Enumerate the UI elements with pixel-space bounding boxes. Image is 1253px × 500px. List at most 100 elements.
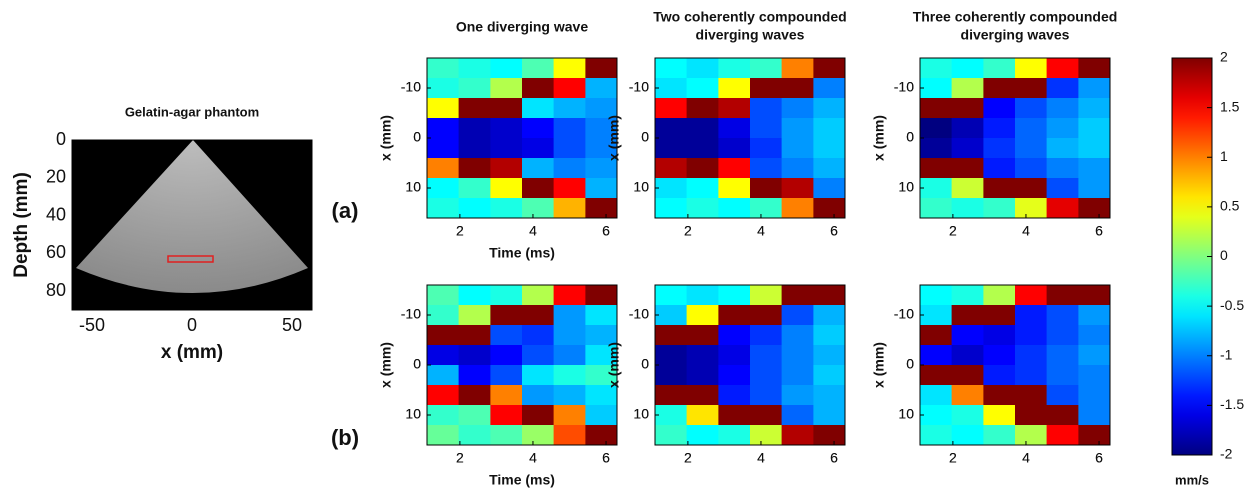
- colorbar-tick-label: -2: [1220, 446, 1233, 462]
- heatmap-cell: [490, 178, 523, 199]
- x-axis-label: Time (ms): [489, 245, 555, 261]
- heatmap-cell: [427, 405, 460, 426]
- x-tick-label: 6: [830, 223, 838, 239]
- heatmap-cell: [522, 365, 555, 386]
- axes-frame: [919, 284, 1111, 446]
- y-tick-label: 0: [641, 129, 649, 145]
- heatmap-cell: [718, 178, 751, 199]
- heatmap-cell: [813, 198, 846, 219]
- heatmap-cell: [585, 158, 618, 179]
- y-tick-label: 10: [633, 406, 649, 422]
- x-tick-label: 2: [949, 450, 957, 466]
- heatmap-cell: [427, 285, 460, 306]
- heatmap-cell: [1046, 178, 1079, 199]
- heatmap-cell: [522, 198, 555, 219]
- heatmap-cell: [553, 405, 586, 426]
- heatmap-cell: [920, 178, 953, 199]
- heatmap-cell: [522, 285, 555, 306]
- heatmap-cell: [1046, 158, 1079, 179]
- heatmap-cell: [750, 405, 783, 426]
- heatmap-cell: [553, 138, 586, 159]
- x-tick-label: 2: [949, 450, 957, 466]
- heatmap-cell: [983, 385, 1016, 406]
- heatmap-cell: [553, 345, 586, 366]
- heatmap-cell: [553, 425, 586, 446]
- heatmap-cell: [522, 178, 555, 199]
- y-tick-label: 0: [413, 129, 421, 145]
- heatmap-cell: [686, 98, 719, 119]
- heatmap-cell: [585, 118, 618, 139]
- x-tick-label: 4: [1022, 223, 1030, 239]
- heatmap-cell: [1046, 325, 1079, 346]
- heatmap-cell: [983, 405, 1016, 426]
- heatmap-cell: [553, 98, 586, 119]
- heatmap-cell: [458, 425, 491, 446]
- heatmap-cell: [1015, 58, 1048, 79]
- heatmap-cell: [951, 178, 984, 199]
- axes-frame: [654, 57, 846, 219]
- heatmap-cell: [750, 325, 783, 346]
- heatmap-cell: [427, 345, 460, 366]
- y-tick-label: 10: [633, 406, 649, 422]
- heatmap-cell: [750, 285, 783, 306]
- heatmap-cell: [951, 118, 984, 139]
- heatmap-cell: [585, 345, 618, 366]
- heatmap-cell: [427, 98, 460, 119]
- heatmap-cell: [490, 365, 523, 386]
- heatmap-cell: [522, 405, 555, 426]
- heatmap-cell: [983, 345, 1016, 366]
- y-tick-label: 40: [46, 204, 66, 224]
- heatmap-cell: [1046, 138, 1079, 159]
- heatmap-cell: [1015, 178, 1048, 199]
- heatmap-cell: [458, 118, 491, 139]
- x-tick-label: 2: [456, 450, 464, 466]
- heatmap-cell: [983, 78, 1016, 99]
- x-tick-label: 2: [456, 450, 464, 466]
- heatmap-cell: [718, 158, 751, 179]
- heatmap-cell: [490, 58, 523, 79]
- heatmap-cell: [781, 425, 814, 446]
- y-tick-label: 0: [413, 356, 421, 372]
- heatmap-cell: [920, 425, 953, 446]
- heatmap-cell: [781, 138, 814, 159]
- heatmap-cell: [458, 158, 491, 179]
- y-axis-label: x (mm): [871, 115, 887, 161]
- x-tick-label: 4: [757, 450, 765, 466]
- heatmap-cell: [553, 158, 586, 179]
- heatmap-cell: [1015, 385, 1048, 406]
- heatmap-cell: [1015, 405, 1048, 426]
- heatmap-cell: [1078, 305, 1111, 326]
- y-tick-label: 0: [641, 356, 649, 372]
- heatmap-cell: [585, 365, 618, 386]
- heatmap-cell: [920, 385, 953, 406]
- heatmap-cell: [522, 325, 555, 346]
- heatmap-cell: [585, 198, 618, 219]
- heatmap-cell: [458, 405, 491, 426]
- y-tick-label: 10: [633, 179, 649, 195]
- heatmap-cell: [750, 158, 783, 179]
- heatmap-cell: [1078, 98, 1111, 119]
- heatmap-cell: [1078, 78, 1111, 99]
- heatmap-cell: [813, 178, 846, 199]
- roi-box: [167, 255, 214, 263]
- heatmap-cell: [718, 325, 751, 346]
- heatmap-cell: [813, 158, 846, 179]
- x-tick-label: -50: [79, 315, 105, 335]
- heatmap-cell: [1078, 138, 1111, 159]
- heatmap-cell: [1015, 285, 1048, 306]
- heatmap-cell: [686, 285, 719, 306]
- colorbar: [1171, 57, 1213, 456]
- x-tick-label: 4: [529, 450, 537, 466]
- heatmap-cell: [920, 325, 953, 346]
- heatmap-cell: [686, 305, 719, 326]
- heatmap-cell: [427, 178, 460, 199]
- heatmap-cell: [750, 118, 783, 139]
- heatmap-cell: [920, 58, 953, 79]
- heatmap-cell: [1078, 198, 1111, 219]
- heatmap-cell: [427, 325, 460, 346]
- heatmap-cell: [813, 405, 846, 426]
- heatmap-cell: [1078, 425, 1111, 446]
- y-tick-label: 10: [405, 179, 421, 195]
- heatmap-cell: [781, 58, 814, 79]
- heatmap-cell: [458, 138, 491, 159]
